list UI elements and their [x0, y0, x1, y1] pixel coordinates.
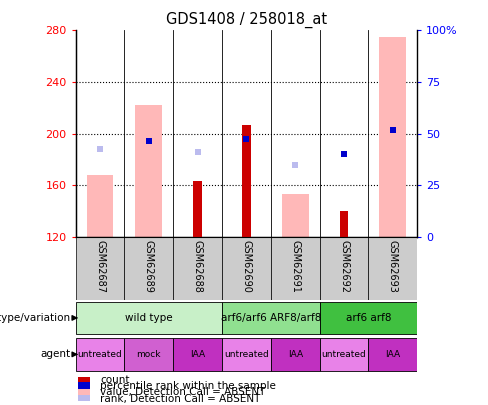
Bar [242, 125, 251, 237]
Text: GSM62692: GSM62692 [339, 240, 349, 293]
Bar [173, 338, 222, 371]
Text: percentile rank within the sample: percentile rank within the sample [100, 381, 276, 391]
Text: count: count [100, 375, 129, 385]
Text: rank, Detection Call = ABSENT: rank, Detection Call = ABSENT [100, 394, 261, 404]
Text: untreated: untreated [78, 350, 122, 359]
Bar [193, 181, 202, 237]
Text: GSM62690: GSM62690 [242, 240, 251, 293]
Text: untreated: untreated [224, 350, 269, 359]
Bar [78, 395, 90, 403]
Bar [271, 237, 320, 300]
Bar [368, 237, 417, 300]
Bar [368, 338, 417, 371]
Bar [282, 194, 309, 237]
Text: wild type: wild type [125, 313, 173, 323]
Bar [87, 175, 114, 237]
Text: untreated: untreated [322, 350, 366, 359]
Bar [222, 338, 271, 371]
Text: IAA: IAA [288, 350, 303, 359]
Bar [76, 237, 124, 300]
Text: mock: mock [137, 350, 161, 359]
Text: arf6 arf8: arf6 arf8 [346, 313, 391, 323]
Bar [222, 301, 320, 334]
Bar [222, 237, 271, 300]
Text: GSM62691: GSM62691 [290, 240, 300, 293]
Bar [320, 301, 417, 334]
Bar [380, 37, 407, 237]
Bar [340, 211, 348, 237]
Text: IAA: IAA [190, 350, 205, 359]
Text: genotype/variation: genotype/variation [0, 313, 71, 323]
Bar [320, 338, 368, 371]
Text: GSM62693: GSM62693 [388, 240, 398, 293]
Text: GSM62687: GSM62687 [95, 240, 105, 293]
Bar [76, 301, 222, 334]
Text: arf6/arf6 ARF8/arf8: arf6/arf6 ARF8/arf8 [221, 313, 321, 323]
Bar [271, 338, 320, 371]
Text: agent: agent [41, 350, 71, 359]
Bar [78, 376, 90, 384]
Bar [320, 237, 368, 300]
Bar [173, 237, 222, 300]
Text: GSM62688: GSM62688 [193, 240, 203, 293]
Bar [76, 338, 124, 371]
Title: GDS1408 / 258018_at: GDS1408 / 258018_at [166, 11, 327, 28]
Text: IAA: IAA [386, 350, 400, 359]
Bar [78, 389, 90, 396]
Bar [78, 382, 90, 390]
Text: GSM62689: GSM62689 [144, 240, 154, 293]
Bar [124, 338, 173, 371]
Bar [136, 105, 163, 237]
Text: value, Detection Call = ABSENT: value, Detection Call = ABSENT [100, 388, 265, 397]
Bar [124, 237, 173, 300]
